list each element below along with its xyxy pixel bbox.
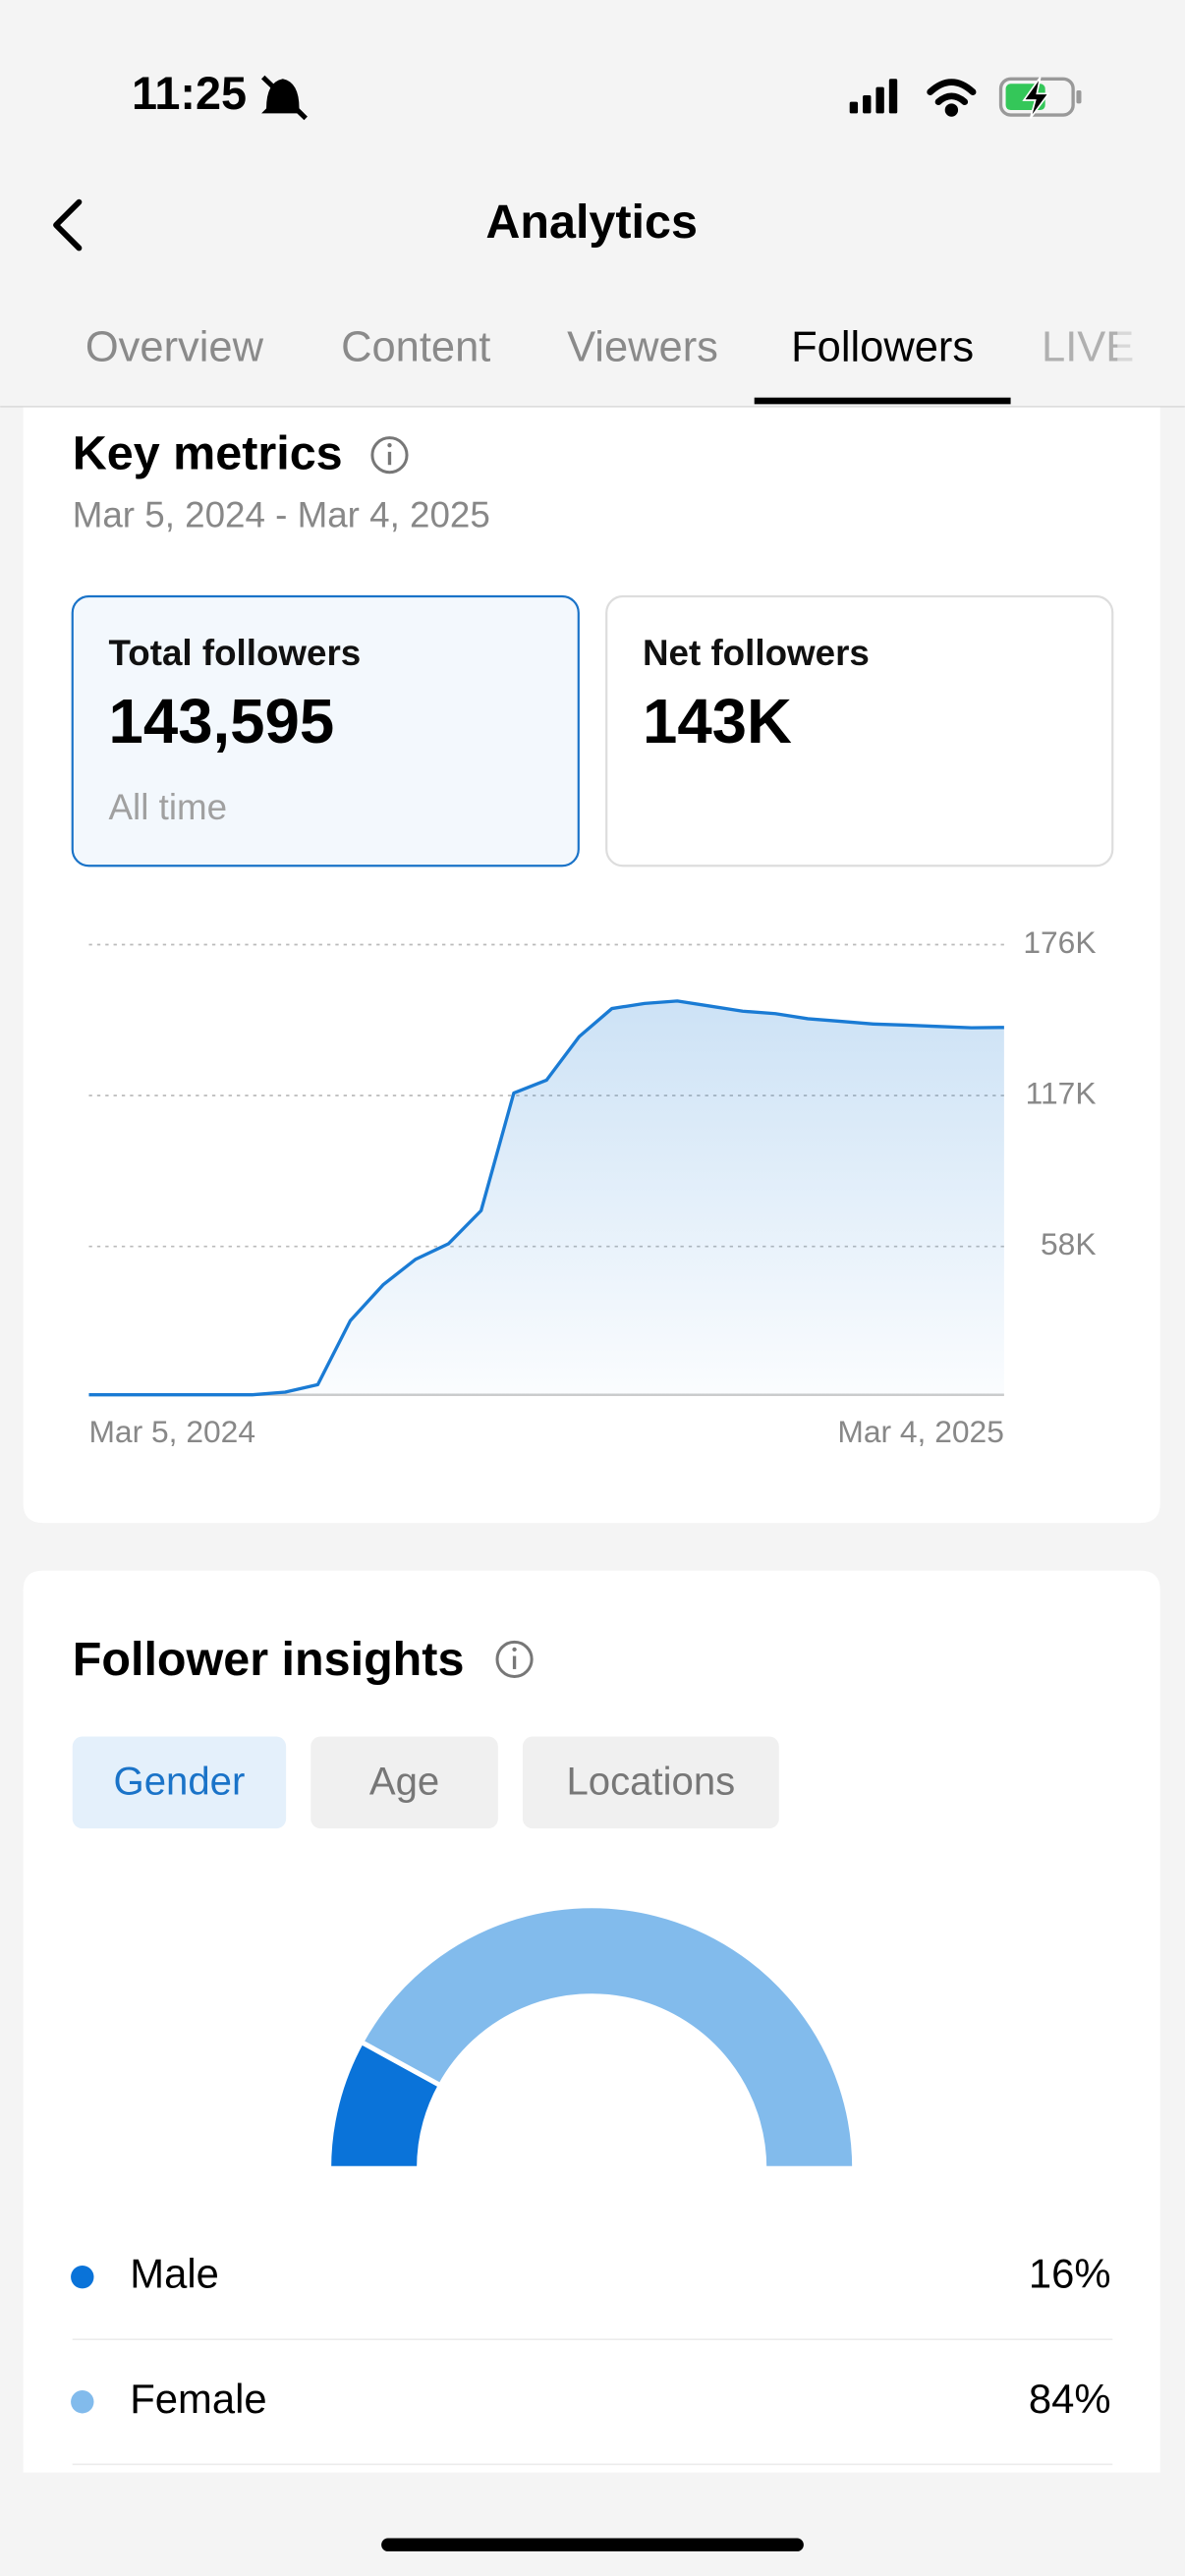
tab-underline — [754, 397, 1011, 405]
tab-fade — [1117, 289, 1185, 405]
tab[interactable]: Overview — [85, 324, 264, 371]
tab-bar: Overview Content Viewers Followers LIVE — [0, 289, 1185, 408]
wifi-icon — [927, 79, 977, 117]
legend-label: Male — [130, 2251, 219, 2297]
back-button[interactable] — [53, 198, 83, 252]
metric-card[interactable] — [605, 594, 1114, 868]
legend-dot — [71, 2265, 94, 2289]
line-chart: 58K 117K 176K Mar 5, 2024 Mar 4, 2025 — [88, 924, 1097, 1449]
line — [88, 999, 1004, 1397]
metric-value: 143,595 — [109, 687, 335, 756]
info-icon[interactable] — [370, 436, 409, 475]
legend-label: Female — [130, 2376, 266, 2422]
status-time: 11:25 — [132, 68, 247, 119]
x-tick-label: Mar 5, 2024 — [88, 1414, 255, 1449]
tab[interactable]: Content — [341, 324, 490, 371]
section-title: Key metrics — [73, 427, 343, 480]
filter-chip[interactable] — [522, 1736, 779, 1829]
filter-chip-label: Gender — [114, 1760, 246, 1804]
signal-icon — [849, 79, 898, 114]
slice — [358, 1903, 858, 2171]
info-icon[interactable] — [495, 1640, 534, 1678]
metric-value: 143K — [643, 687, 792, 756]
area-fill — [88, 1000, 1004, 1395]
filter-chip-label: Age — [369, 1760, 439, 1804]
mute-icon — [260, 75, 308, 121]
metric-label: Total followers — [109, 633, 362, 673]
metric-label: Net followers — [643, 633, 870, 673]
y-tick-label: 176K — [1023, 924, 1096, 960]
metric-note: All time — [109, 787, 228, 827]
tab-active[interactable]: Followers — [791, 324, 974, 371]
insights-card — [23, 1570, 1160, 2473]
header-title: Analytics — [485, 196, 698, 249]
legend-value: 16% — [1029, 2251, 1111, 2297]
home-indicator — [381, 2538, 804, 2551]
x-tick-label: Mar 4, 2025 — [837, 1414, 1004, 1449]
y-tick-label: 117K — [1026, 1075, 1097, 1110]
metric-card-selected[interactable] — [71, 594, 580, 868]
legend-value: 84% — [1029, 2376, 1111, 2422]
y-tick-label: 58K — [1041, 1226, 1097, 1261]
legend-dot — [71, 2390, 94, 2414]
tab[interactable]: Viewers — [567, 324, 718, 371]
battery-icon — [998, 77, 1082, 119]
filter-chip-label: Locations — [566, 1760, 735, 1804]
filter-chip-active[interactable] — [72, 1736, 287, 1829]
section-title: Follower insights — [73, 1633, 465, 1686]
date-range: Mar 5, 2024 - Mar 4, 2025 — [73, 494, 490, 534]
gender-chart: Male 16% Female 84% — [71, 1903, 1113, 2466]
filter-chip[interactable] — [310, 1736, 498, 1829]
